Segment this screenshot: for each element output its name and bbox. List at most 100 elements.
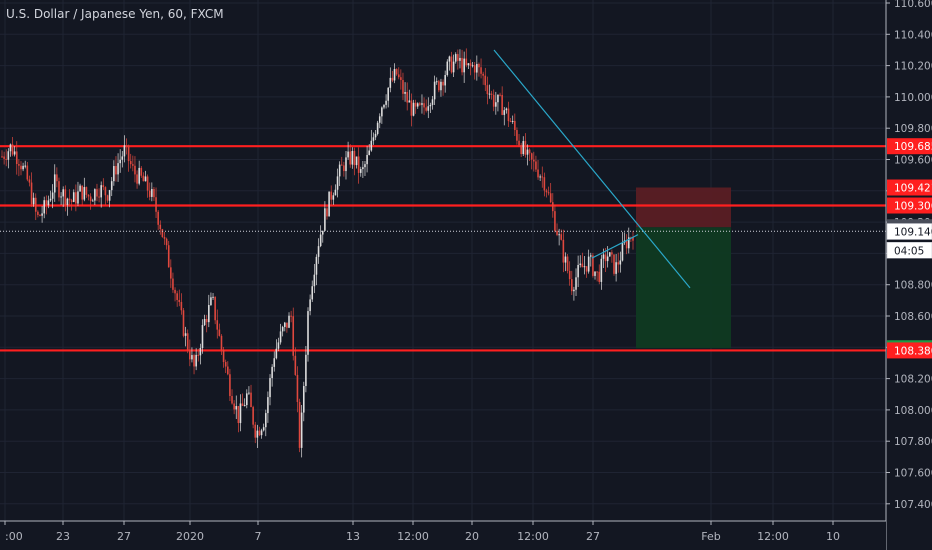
candle-body [233,403,235,410]
price-badge[interactable] [887,138,932,155]
candle-body [121,156,124,160]
candle-body [450,56,453,73]
price-tick-label: 109.600 [894,155,932,167]
candle-body [482,73,484,76]
price-badge-label: 109.421 [894,183,932,195]
candle-body [20,165,22,170]
candle-body [387,87,389,101]
candle-body [144,176,147,182]
candle-body [385,100,387,105]
rising-trendline[interactable] [591,234,639,259]
price-badge[interactable] [886,242,932,259]
candle-body [503,110,506,115]
time-tick-label: 12:00 [517,530,549,543]
candle-body [435,81,438,83]
price-badge[interactable] [886,223,932,240]
candle-body [64,189,67,205]
candle-body [195,354,197,367]
candle-body [47,200,50,206]
candle-body [119,159,121,164]
candle-body [167,245,170,268]
candle-body [478,63,480,68]
candle-body [467,63,470,66]
candle-body [473,65,476,73]
candle-body [459,57,461,61]
candle-body [311,286,314,300]
candle-body [250,392,252,408]
candle-body [199,348,202,356]
candle-body [326,208,328,217]
candle-body [273,358,276,367]
candle-body [28,179,31,183]
candle-body [340,164,343,166]
candle-body [172,278,174,290]
candle-body [495,102,497,107]
candle-body [606,256,609,262]
candle-body [585,266,588,272]
candle-body [368,150,371,155]
candle-body [547,192,550,194]
candle-body [338,164,341,177]
candle-body [75,192,77,204]
candle-body [587,256,590,272]
candle-body [528,149,531,154]
candle-body [583,266,586,268]
candle-body [68,198,71,201]
candle-body [155,197,157,212]
candle-body [94,189,96,201]
price-axis[interactable]: 110.600 110.400 110.200 110.000 109.800 109.6… [885,0,932,550]
candle-body [370,140,373,151]
candle-body [357,156,360,173]
candle-body [305,354,307,386]
candle-body [520,145,522,155]
candle-body [568,270,571,280]
candle-body [60,196,62,198]
candle-body [429,104,432,107]
candle-body [87,194,90,197]
candle-body [235,406,238,410]
candle-body [66,198,69,205]
descending-trendline[interactable] [493,49,691,289]
candle-body [161,229,164,238]
candle-body [336,176,339,190]
candle-body [465,58,468,66]
candle-body [364,164,366,168]
candle-body [511,120,514,122]
candle-body [117,163,119,175]
price-badge[interactable] [887,342,932,359]
candle-body [1,156,3,158]
candle-body [589,255,592,257]
candle-body [56,174,58,182]
candle-body [279,331,282,343]
price-axis-panel [886,0,932,550]
candle-body [136,174,138,184]
candle-body [142,175,145,182]
candle-body [383,104,385,108]
candle-body [51,192,54,199]
candle-body [186,333,189,350]
time-axis[interactable]: :00 23 27 2020 7 13 12:00 20 12:00 27 Feb 12:00 10 [0,520,886,550]
candle-body [241,403,244,406]
candle-body [452,61,455,73]
candle-body [577,264,579,278]
price-badge[interactable] [887,197,932,214]
time-tick-label: 20 [465,530,479,543]
candle-body [324,208,326,231]
candle-body [115,166,117,175]
candle-body [163,237,166,239]
price-badge[interactable] [887,179,932,196]
candle-body [37,211,39,215]
candle-body [246,393,248,406]
candle-body [313,274,316,287]
candle-body [412,102,415,116]
take-profit-zone [636,227,731,349]
candle-body [524,141,527,155]
candle-body [165,238,168,246]
candle-body [98,196,100,198]
candle-body [146,176,149,191]
candle-body [554,211,556,231]
candle-body [72,192,75,202]
candle-body [39,214,41,216]
candle-body [457,54,459,61]
